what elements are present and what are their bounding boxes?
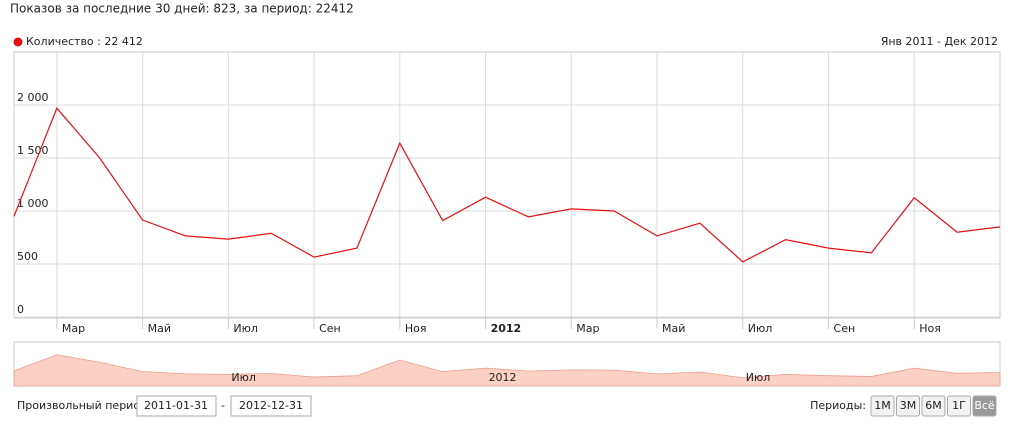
navigator-area — [13, 354, 1001, 387]
legend-label: Количество : 22 412 — [26, 35, 143, 48]
x-tick-label: Июл — [748, 322, 773, 335]
period-button[interactable] — [870, 395, 895, 417]
y-tick-label: 2 000 — [17, 91, 49, 104]
date-from: 2011-01-31 — [144, 399, 208, 412]
y-tick-label: 500 — [17, 250, 38, 263]
navigator-label: Июл — [231, 371, 256, 384]
y-tick-label: 1 000 — [17, 197, 49, 210]
y-tick-label: 1 500 — [17, 144, 49, 157]
period-button[interactable] — [947, 395, 971, 417]
period-button-label: 6М — [925, 399, 942, 412]
period-button[interactable] — [896, 395, 920, 417]
date-to-input[interactable] — [230, 395, 312, 417]
x-tick-label: Сен — [319, 322, 341, 335]
x-tick-label: Мар — [62, 322, 85, 335]
header-title: Показов за последние 30 дней: 823, за пе… — [10, 2, 354, 16]
period-button-label: 1М — [874, 399, 891, 412]
period-button[interactable] — [972, 395, 997, 417]
period-button-label: Всё — [974, 399, 995, 412]
x-tick-label: Июл — [233, 322, 258, 335]
plot-frame — [13, 51, 1001, 319]
period-button-label: 1Г — [952, 399, 966, 412]
x-tick-label: Мар — [576, 322, 599, 335]
date-to: 2012-12-31 — [239, 399, 303, 412]
range-label: Янв 2011 - Дек 2012 — [881, 35, 998, 48]
x-tick-label: Ноя — [405, 322, 427, 335]
legend-marker — [13, 37, 23, 47]
x-tick-label: Сен — [834, 322, 856, 335]
period-button-label: 3М — [900, 399, 917, 412]
x-tick-label: Май — [662, 322, 685, 335]
x-tick-label: Май — [148, 322, 171, 335]
period-button[interactable] — [921, 395, 946, 417]
navigator-label: 2012 — [489, 371, 517, 384]
x-tick-label: 2012 — [491, 322, 522, 335]
x-tick-label: Ноя — [919, 322, 941, 335]
date-from-input[interactable] — [136, 395, 217, 417]
custom-period-label: Произвольный период: — [17, 399, 151, 412]
y-tick-label: 0 — [17, 303, 24, 316]
line — [13, 107, 1001, 263]
navigator-label: Июл — [746, 371, 771, 384]
separator: - — [221, 399, 225, 412]
periods-label: Периоды: — [810, 399, 866, 412]
